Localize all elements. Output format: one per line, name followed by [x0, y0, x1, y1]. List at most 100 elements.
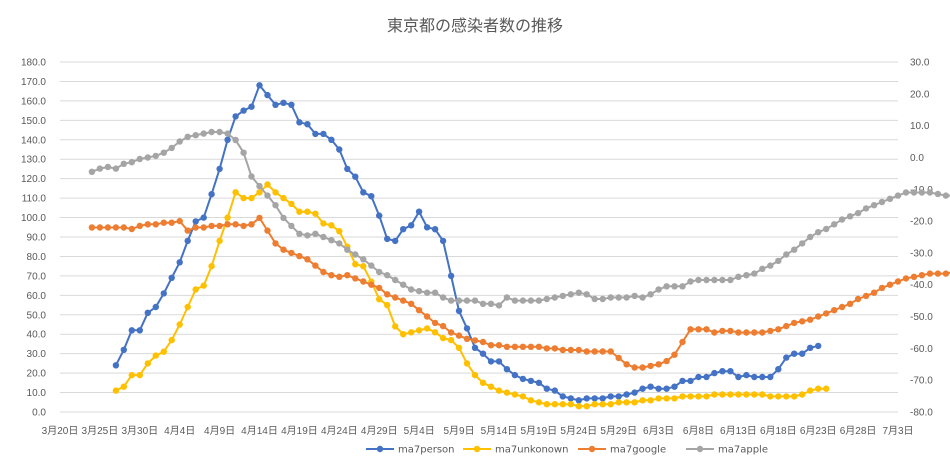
data-point	[870, 289, 878, 296]
data-point	[894, 278, 902, 285]
data-point	[463, 297, 471, 304]
data-point	[495, 342, 503, 349]
data-point	[743, 371, 750, 379]
data-point	[152, 152, 159, 160]
data-point	[455, 332, 463, 339]
data-point	[152, 352, 159, 359]
data-point	[918, 189, 926, 196]
data-point	[583, 395, 590, 402]
data-point	[136, 327, 143, 334]
data-point	[743, 391, 750, 398]
data-point	[559, 401, 566, 408]
data-point	[607, 348, 614, 355]
data-point	[942, 270, 950, 277]
data-point	[415, 287, 423, 295]
y-left-tick-label: 170.0	[21, 77, 46, 88]
data-point	[599, 295, 606, 303]
data-point	[264, 181, 271, 188]
y-right-tick-label: -40.0	[910, 280, 933, 291]
data-point	[511, 297, 519, 304]
data-point	[479, 350, 487, 357]
x-tick-label: 4月14日	[241, 425, 278, 437]
data-point	[799, 350, 806, 357]
data-point	[479, 379, 487, 386]
data-point	[703, 373, 710, 381]
data-point	[671, 351, 678, 358]
data-point	[408, 329, 415, 336]
data-point	[679, 283, 686, 290]
data-point	[543, 385, 550, 392]
data-point	[663, 395, 670, 402]
data-point	[487, 383, 495, 390]
data-point	[360, 256, 367, 263]
data-point	[336, 146, 343, 153]
data-point	[256, 182, 263, 190]
y-right-tick-label: 20.0	[910, 89, 930, 100]
data-point	[431, 319, 439, 327]
data-point	[607, 401, 614, 408]
data-point	[607, 393, 614, 400]
data-point	[224, 221, 231, 228]
x-tick-label: 3月30日	[121, 425, 158, 437]
data-point	[583, 403, 590, 410]
data-point	[591, 395, 598, 402]
data-point	[320, 130, 327, 138]
data-point	[288, 200, 295, 208]
data-point	[120, 346, 128, 353]
data-point	[679, 377, 686, 385]
data-point	[224, 130, 231, 137]
data-point	[120, 160, 128, 167]
y-left-tick-label: 100.0	[21, 213, 46, 224]
data-point	[551, 294, 558, 301]
data-point	[735, 373, 742, 381]
data-point	[439, 334, 447, 342]
data-point	[655, 395, 662, 402]
data-point	[823, 310, 830, 317]
data-point	[791, 393, 798, 400]
y-left-tick-label: 110.0	[22, 194, 47, 205]
data-point	[615, 393, 622, 400]
data-point	[703, 276, 710, 284]
data-point	[671, 383, 678, 390]
data-point	[160, 219, 167, 226]
y-right-tick-label: 30.0	[910, 58, 930, 69]
data-point	[328, 222, 335, 229]
data-point	[128, 327, 135, 334]
y-right-tick-label: -70.0	[910, 376, 933, 387]
data-point	[910, 273, 918, 280]
data-point	[224, 214, 231, 221]
data-point	[232, 221, 239, 228]
data-point	[838, 216, 846, 223]
data-point	[719, 327, 726, 335]
data-point	[264, 192, 271, 199]
data-point	[487, 300, 495, 307]
series-line-ma7apple	[91, 131, 950, 307]
data-point	[615, 399, 622, 406]
data-point	[759, 329, 766, 336]
data-point	[112, 165, 120, 172]
data-point	[248, 173, 255, 180]
data-point	[296, 252, 303, 260]
data-point	[815, 385, 822, 392]
y-left-tick-label: 90.0	[27, 233, 47, 244]
data-point	[894, 192, 902, 199]
data-point	[743, 272, 750, 279]
x-tick-label: 6月18日	[760, 425, 797, 437]
data-point	[655, 385, 662, 392]
data-point	[144, 360, 151, 367]
data-point	[384, 291, 391, 298]
data-point	[168, 219, 175, 226]
data-point	[902, 189, 910, 196]
legend-marker-ma7person	[376, 445, 384, 453]
data-point	[288, 249, 295, 257]
data-point	[176, 138, 183, 145]
data-point	[575, 397, 582, 404]
data-point	[184, 303, 191, 311]
data-point	[336, 273, 343, 280]
data-point	[527, 297, 535, 304]
y-left-tick-label: 150.0	[21, 116, 46, 127]
data-point	[232, 136, 239, 144]
data-point	[352, 251, 359, 258]
data-point	[455, 307, 463, 315]
